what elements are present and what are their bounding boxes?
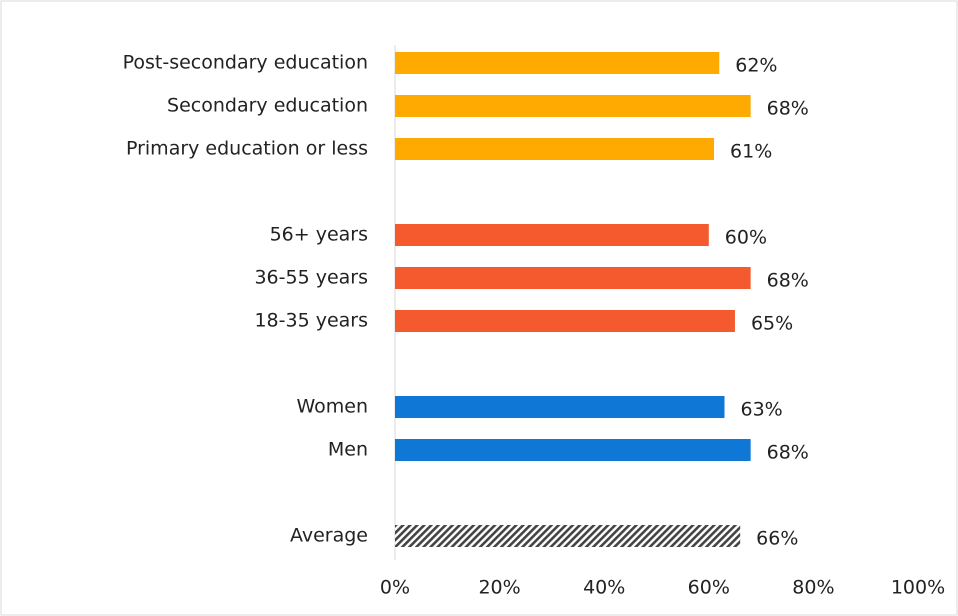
y-tick-label: Men <box>328 439 368 461</box>
x-tick-label: 80% <box>792 577 834 599</box>
y-tick-label: Women <box>296 396 368 418</box>
value-label: 62% <box>735 55 777 77</box>
bar <box>395 396 725 418</box>
y-tick-label: Primary education or less <box>126 138 368 160</box>
bar <box>395 310 735 332</box>
x-tick-label: 40% <box>583 577 625 599</box>
bar <box>395 224 709 246</box>
value-label: 68% <box>767 442 809 464</box>
y-tick-label: 56+ years <box>270 224 368 246</box>
x-tick-label: 0% <box>380 577 410 599</box>
value-label: 63% <box>740 399 782 421</box>
value-label: 60% <box>725 227 767 249</box>
y-tick-label: Average <box>290 525 368 547</box>
x-tick-label: 60% <box>688 577 730 599</box>
value-label: 68% <box>767 270 809 292</box>
value-label: 68% <box>767 98 809 120</box>
y-tick-label: 36-55 years <box>254 267 368 289</box>
bar <box>395 138 715 160</box>
value-label: 66% <box>756 528 798 550</box>
bar <box>395 525 741 547</box>
x-tick-label: 20% <box>478 577 520 599</box>
y-tick-label: Secondary education <box>167 95 368 117</box>
y-tick-label: 18-35 years <box>254 310 368 332</box>
bar <box>395 52 720 74</box>
y-tick-label: Post-secondary education <box>123 52 368 74</box>
bar <box>395 439 751 461</box>
bar <box>395 267 751 289</box>
x-tick-label: 100% <box>891 577 945 599</box>
bar <box>395 95 751 117</box>
value-label: 61% <box>730 141 772 163</box>
value-label: 65% <box>751 313 793 335</box>
